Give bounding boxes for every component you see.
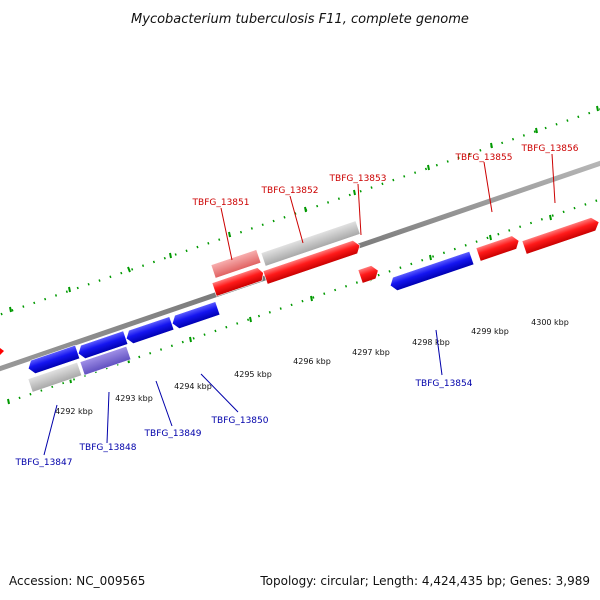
gene-feature-pink[interactable] (210, 249, 262, 279)
tick-label: 4293 kbp (115, 394, 153, 403)
reverse-gene-label-texts: TBFG_13847 TBFG_13848 TBFG_13849 TBFG_13… (15, 379, 473, 468)
gene-arrow-reverse[interactable] (388, 250, 475, 292)
gene-arrow-reverse[interactable] (124, 316, 175, 346)
gene-label-reverse[interactable]: TBFG_13854 (415, 379, 473, 389)
label-leader (551, 153, 556, 204)
gene-feature-pseudo[interactable] (260, 220, 361, 267)
label-leader (43, 404, 58, 456)
forward-gene-labels (220, 153, 556, 261)
gene-label-forward[interactable]: TBFG_13856 (521, 144, 579, 154)
label-leader (106, 391, 110, 444)
outer-tick-ring (0, 105, 600, 316)
gene-arrow-reverse[interactable] (26, 344, 81, 375)
gene-label-reverse[interactable]: TBFG_13848 (79, 443, 137, 453)
gene-arrow-reverse[interactable] (76, 330, 129, 360)
tick-label: 4292 kbp (55, 407, 93, 416)
gene-arrow-forward[interactable] (262, 239, 362, 285)
gene-label-reverse[interactable]: TBFG_13850 (211, 416, 269, 426)
tick-label: 4294 kbp (174, 382, 212, 391)
map-title: Mycobacterium tuberculosis F11, complete… (131, 12, 469, 27)
outer-major-ticks (9, 105, 599, 313)
gene-arrow-reverse[interactable] (170, 301, 221, 331)
gene-feature-purple[interactable] (79, 345, 132, 376)
gene-label-forward[interactable]: TBFG_13851 (192, 198, 250, 208)
kbp-tick-labels: 4292 kbp 4293 kbp 4294 kbp 4295 kbp 4296… (55, 318, 569, 416)
gene-label-forward[interactable]: TBFG_13853 (329, 174, 387, 184)
label-leader (289, 195, 304, 244)
gene-label-reverse[interactable]: TBFG_13847 (15, 458, 73, 468)
forward-gene-label-texts: TBFG_13851 TBFG_13852 TBFG_13853 TBFG_13… (192, 144, 579, 208)
reverse-genes (26, 250, 475, 393)
tick-label: 4296 kbp (293, 357, 331, 366)
genome-stats-text: Topology: circular; Length: 4,424,435 bp… (259, 574, 590, 588)
gene-label-forward[interactable]: TBFG_13852 (261, 186, 319, 196)
gene-label-forward[interactable]: TBFG_13855 (455, 153, 513, 163)
gene-arrow-fragment (0, 348, 4, 355)
gene-arrow-forward[interactable] (357, 264, 380, 284)
gene-feature-pseudo[interactable] (27, 361, 83, 393)
label-leader (220, 207, 233, 261)
tick-label: 4300 kbp (531, 318, 569, 327)
label-leader (155, 380, 173, 427)
gene-arrow-forward[interactable] (521, 216, 600, 255)
tick-label: 4298 kbp (412, 338, 450, 347)
gene-arrow-forward[interactable] (475, 234, 521, 262)
label-leader (357, 183, 362, 236)
gene-label-reverse[interactable]: TBFG_13849 (144, 429, 202, 439)
tick-label: 4297 kbp (352, 348, 390, 357)
gene-arrow-forward[interactable] (211, 266, 266, 297)
label-leader (435, 329, 443, 376)
tick-label: 4295 kbp (234, 370, 272, 379)
forward-genes (0, 216, 600, 355)
label-leader (483, 161, 493, 213)
inner-tick-ring (0, 198, 600, 406)
label-leader (200, 373, 239, 413)
tick-label: 4299 kbp (471, 327, 509, 336)
reverse-gene-labels (43, 329, 443, 456)
accession-text: Accession: NC_009565 (9, 574, 145, 588)
inner-major-ticks (7, 214, 552, 405)
